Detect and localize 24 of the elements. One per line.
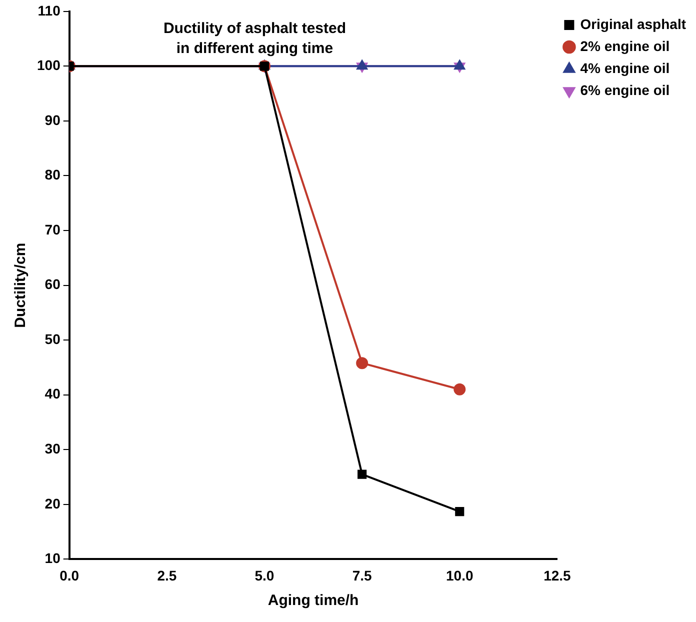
x-tick-label: 2.5 <box>157 567 177 584</box>
y-axis-title: Ductility/cm <box>12 242 30 328</box>
y-tick-label: 10 <box>44 550 61 566</box>
x-tick-label: 7.5 <box>352 567 372 584</box>
y-tick-label: 90 <box>44 112 61 128</box>
x-axis-title: Aging time/h <box>268 592 359 610</box>
y-tick-label: 70 <box>44 221 61 238</box>
y-tick-label: 60 <box>44 276 61 292</box>
y-tick-label: 50 <box>44 330 61 347</box>
y-tick-label: 80 <box>44 166 61 183</box>
x-tick-label: 5.0 <box>254 567 274 584</box>
y-tick-label: 20 <box>44 495 61 512</box>
legend-label: 4% engine oil <box>580 60 670 76</box>
y-tick-label: 100 <box>37 57 61 74</box>
y-tick-label: 40 <box>44 386 61 402</box>
x-tick-label: 0.0 <box>60 567 80 584</box>
x-tick-label: 10.0 <box>446 567 474 584</box>
legend-label: 2% engine oil <box>580 38 670 54</box>
text: Ductility of asphalt tested in different aging time <box>163 20 346 58</box>
legend-label: Original asphalt <box>580 16 686 32</box>
y-tick-label: 110 <box>38 2 61 18</box>
legend-label: 6% engine oil <box>580 82 670 98</box>
x-tick-label: 12.5 <box>544 567 572 584</box>
y-tick-label: 30 <box>44 440 61 456</box>
